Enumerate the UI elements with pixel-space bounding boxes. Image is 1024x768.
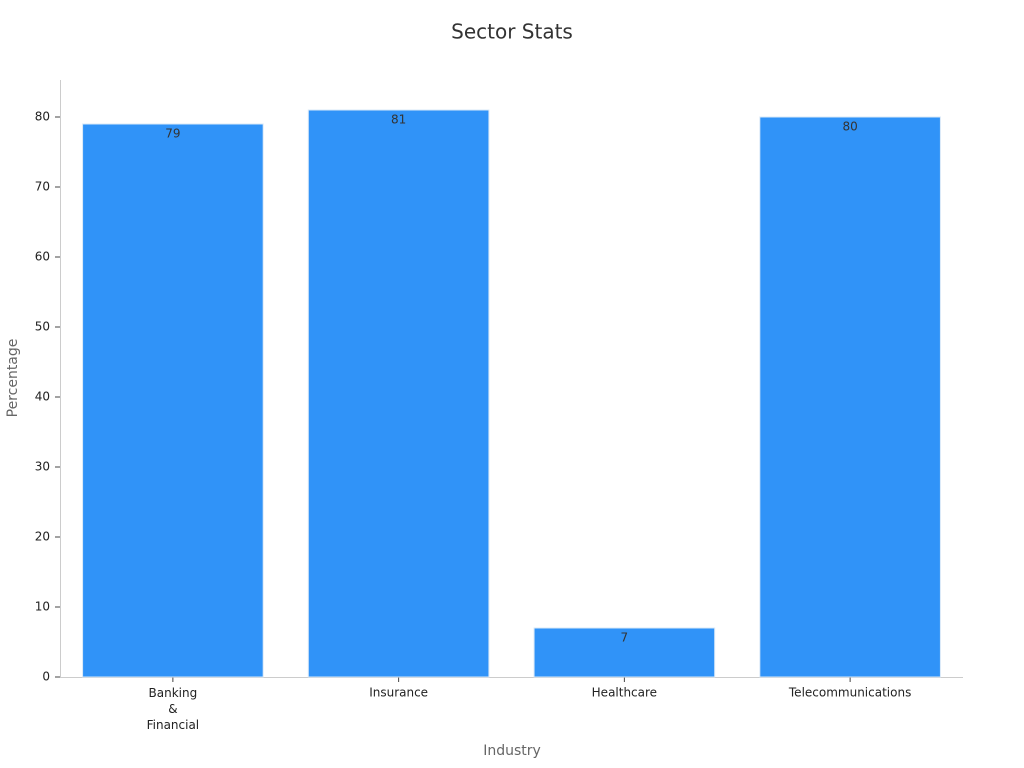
y-tick-label: 0 (42, 670, 50, 684)
bar (82, 123, 264, 678)
value-label: 79 (165, 127, 180, 141)
x-tick-label: Banking & Financial (147, 686, 200, 732)
bar (533, 627, 716, 678)
y-tick-label: 80 (35, 110, 50, 124)
bar (759, 116, 941, 678)
y-tick-label: 70 (35, 180, 50, 194)
x-axis-label: Industry (483, 743, 541, 759)
x-tick-label: Insurance (369, 686, 428, 700)
chart-title: Sector Stats (451, 20, 573, 44)
y-tick-label: 50 (35, 320, 50, 334)
x-tick-label: Healthcare (592, 686, 657, 700)
value-label: 80 (842, 120, 857, 134)
y-tick-label: 60 (35, 250, 50, 264)
value-label: 81 (391, 113, 406, 127)
value-label: 7 (621, 631, 629, 645)
y-tick-label: 10 (35, 600, 50, 614)
y-tick-label: 40 (35, 390, 50, 404)
x-tick-label: Telecommunications (788, 686, 911, 700)
y-axis-label: Percentage (5, 339, 21, 418)
y-tick-label: 20 (35, 530, 50, 544)
y-tick-label: 30 (35, 460, 50, 474)
bar (307, 109, 490, 678)
